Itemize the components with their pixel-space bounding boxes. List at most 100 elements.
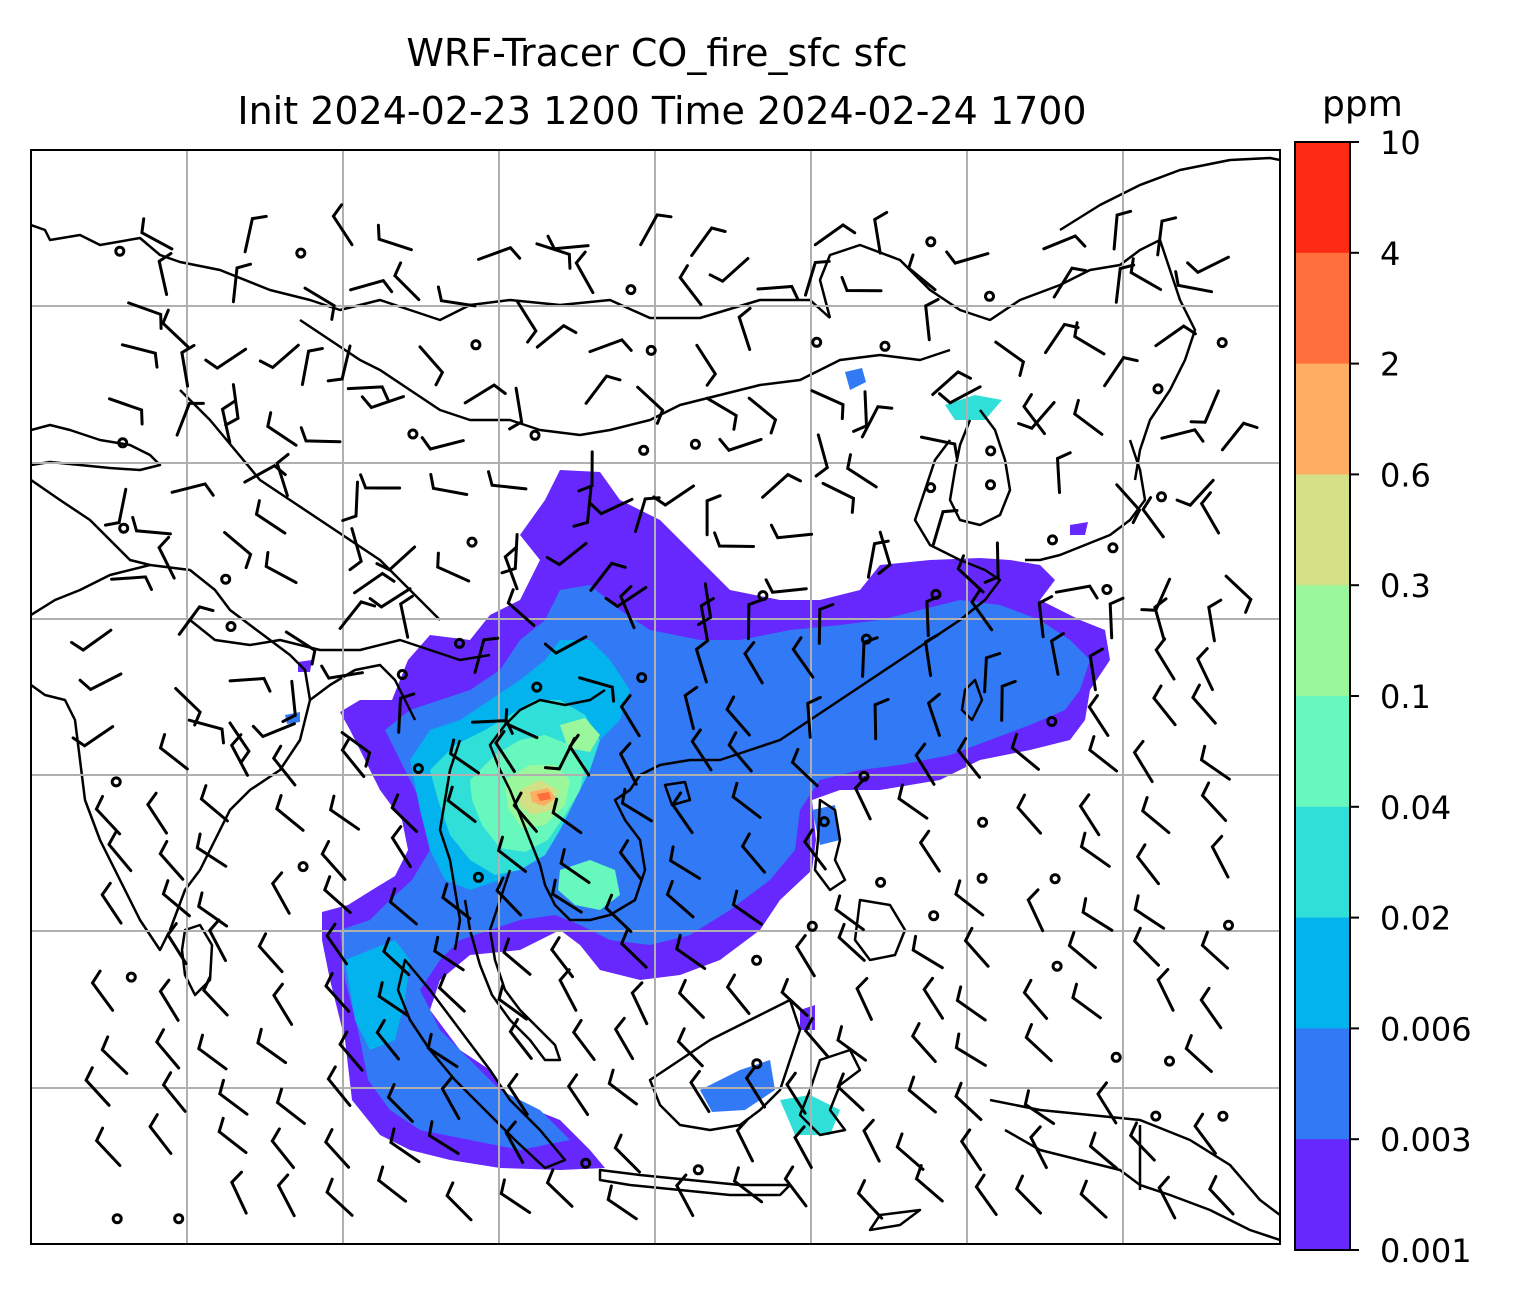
colorbar-tick-label: 0.003 [1380,1121,1472,1159]
wind-barb [1191,683,1217,725]
wind-barb [231,262,252,304]
wind-barb [303,286,336,321]
coast-timor [868,1208,922,1232]
wind-barb [161,879,191,918]
wind-barb [1141,496,1165,539]
wind-barb [487,470,528,491]
wind-barb [90,969,115,1012]
wind-barb [1200,930,1229,970]
wind-barb [187,718,225,745]
wind-barb [254,499,287,535]
wind-barb [713,531,755,548]
wind-barb [956,737,982,779]
wind-barb [994,340,1026,377]
wind-barb [783,1165,808,1208]
calm-wind-marker [1216,337,1228,349]
wind-barb [463,383,507,405]
wind-barb [618,742,638,786]
wind-barb [931,509,959,546]
wind-barb [377,981,409,1017]
wind-barb [743,641,764,685]
wind-barb [756,284,800,301]
wind-barb [938,385,982,405]
wind-barb [549,936,574,979]
wind-barb [731,889,763,926]
wind-barb [1129,257,1163,291]
wind-barb [588,338,633,354]
wind-barb [1081,897,1114,932]
wind-barb [94,795,122,836]
wind-barb [613,1016,635,1061]
wind-barb [1133,894,1166,930]
wind-barb [272,982,294,1026]
wind-barb [243,463,287,484]
wind-barb [578,676,616,703]
wind-barb [1096,1081,1118,1125]
wind-barb [495,876,523,917]
wind-barb [558,968,578,1012]
wind-barb [1157,1175,1177,1220]
wind-barb [834,894,865,932]
calm-wind-marker [117,437,129,449]
wind-barb [860,405,894,439]
wind-barb [604,893,633,934]
wind-barb [197,891,229,928]
calm-wind-marker [118,522,130,534]
wind-barb [223,531,253,570]
calm-wind-marker [297,861,309,873]
colorbar-bin [1295,252,1350,365]
wind-barb [1016,793,1042,835]
wind-barb [346,385,390,402]
wind-barb [551,797,583,835]
coast-hainan [663,780,692,807]
wind-barb [813,223,857,247]
wind-barb [157,535,176,580]
wind-barb [618,839,643,881]
wind-barb [862,1118,881,1163]
calm-wind-marker [125,971,137,983]
wind-barb [690,728,713,772]
wind-barb [945,250,990,265]
calm-wind-marker [454,637,465,649]
wind-barb [689,1069,711,1113]
wind-barb [1208,1175,1235,1216]
wind-barb [873,697,890,741]
wind-barb [970,588,994,632]
wind-barb [836,1072,865,1112]
wind-barb [1132,926,1160,967]
wind-barb [368,587,412,609]
wind-barb [746,598,764,641]
wind-barb [802,828,827,871]
wind-barb [897,783,929,820]
colorbar-bin [1295,917,1350,1029]
calm-wind-marker [689,438,701,450]
calm-wind-marker [1047,534,1058,546]
wind-barb [791,636,815,679]
colorbar-bin [1295,1139,1350,1251]
wind-barb [161,1071,187,1113]
wind-barb [473,636,500,674]
wind-barb [375,545,417,572]
wind-barb [270,871,291,915]
wind-barb [103,487,128,527]
calm-wind-marker [1152,383,1164,395]
wind-barb [1108,596,1125,640]
calm-wind-marker [1150,1110,1162,1122]
coast-russia-east [1059,156,1280,232]
wind-barb [963,926,990,968]
plot-title-line1: WRF-Tracer CO_fire_sfc sfc [406,31,907,75]
calm-wind-marker [985,479,996,491]
wind-barb [837,922,866,962]
colorbar-bin [1295,585,1350,697]
wind-barb [323,875,352,914]
wind-barb [448,738,480,775]
wind-barb [918,829,941,873]
wind-barb [251,722,296,739]
colorbar-tick-label: 2 [1380,346,1400,384]
wind-barbs [70,203,1259,1225]
wind-barb [1199,744,1231,781]
colorbar: ppm 10 4 2 0.6 0.3 0.1 0.04 0.02 0.006 0.003 0.001 [1294,84,1472,1270]
calm-wind-marker [879,340,891,352]
wind-barb [620,787,653,823]
wind-barb [202,976,229,1017]
